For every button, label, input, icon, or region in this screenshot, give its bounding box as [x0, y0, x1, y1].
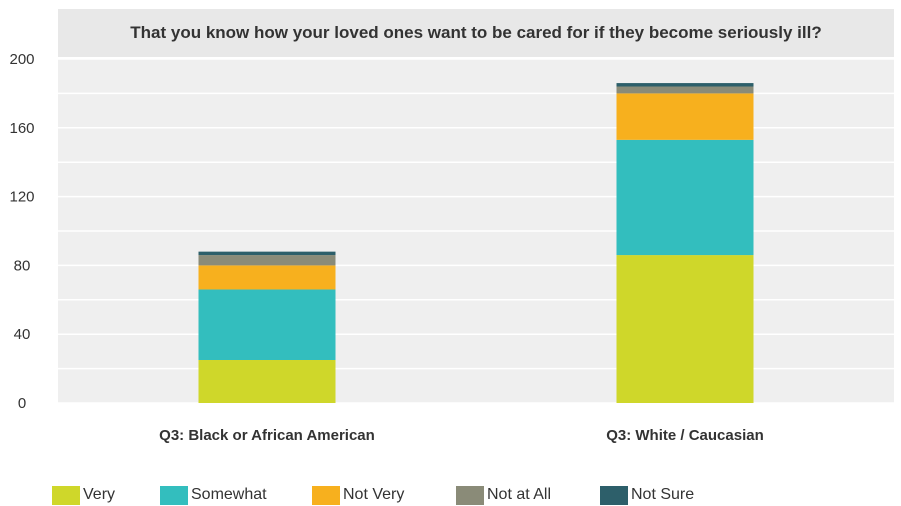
y-tick-label: 200 — [9, 51, 34, 68]
bar-segment — [198, 255, 336, 266]
legend-swatch — [160, 486, 188, 505]
legend-swatch — [312, 486, 340, 505]
legend-label: Somewhat — [191, 486, 267, 503]
y-tick-label: 40 — [14, 326, 31, 343]
bar-segment — [198, 289, 336, 360]
bar-segment — [198, 265, 336, 290]
category-label: Q3: White / Caucasian — [606, 427, 764, 444]
bar-segment — [616, 255, 754, 403]
bar-segment — [198, 360, 336, 403]
title-banner — [58, 9, 894, 57]
y-tick-label: 160 — [9, 120, 34, 137]
legend-swatch — [600, 486, 628, 505]
y-tick-label: 120 — [9, 189, 34, 206]
legend-label: Not Very — [343, 486, 404, 503]
bar-segment — [616, 93, 754, 140]
category-label: Q3: Black or African American — [159, 427, 375, 444]
bar-segment — [616, 86, 754, 94]
bar-segment — [616, 139, 754, 256]
bar-segment — [616, 83, 754, 87]
legend-swatch — [52, 486, 80, 505]
legend-label: Not at All — [487, 486, 551, 503]
y-tick-label: 0 — [18, 395, 26, 412]
legend-swatch — [456, 486, 484, 505]
plot-area: 0 40 80 120 160 200 Q3: Black or African Ameri… — [9, 51, 894, 444]
chart-title: That you know how your loved ones want t… — [130, 23, 821, 42]
legend-label: Not Sure — [631, 486, 694, 503]
legend: Very Somewhat Not Very Not at All Not Sure — [52, 486, 694, 505]
y-tick-label: 80 — [14, 257, 31, 274]
bar-segment — [198, 251, 336, 256]
legend-label: Very — [83, 486, 115, 503]
